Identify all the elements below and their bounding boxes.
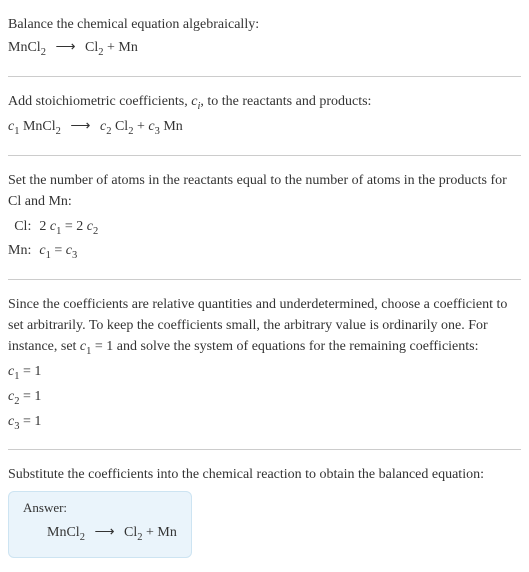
- section-4-text: Since the coefficients are relative quan…: [8, 294, 521, 360]
- assign-1: c1 = 1: [8, 361, 521, 386]
- s1-lhs: MnCl: [8, 40, 41, 55]
- section-2: Add stoichiometric coefficients, ci, to …: [8, 85, 521, 147]
- assign-val: = 1: [19, 364, 41, 379]
- section-3: Set the number of atoms in the reactants…: [8, 164, 521, 271]
- divider: [8, 449, 521, 450]
- lhs-coef: 2: [39, 219, 50, 234]
- atom-row: Mn: c1 = c3: [8, 240, 98, 265]
- section-3-text: Set the number of atoms in the reactants…: [8, 170, 521, 212]
- section-2-text: Add stoichiometric coefficients, ci, to …: [8, 91, 521, 115]
- atom-label: Cl:: [8, 216, 39, 241]
- s2-sp3: Mn: [160, 119, 183, 134]
- arrow-icon: ⟶: [55, 37, 75, 59]
- s2-sp2: Cl: [111, 119, 128, 134]
- arrow-icon: ⟶: [70, 116, 90, 138]
- section-5-text: Substitute the coefficients into the che…: [8, 464, 521, 485]
- ans-lhs: MnCl: [47, 525, 80, 540]
- ans-lhs-sub: 2: [80, 532, 85, 543]
- ans-plus: +: [143, 525, 158, 540]
- rhs-sub: 2: [93, 226, 98, 237]
- s2-plus: +: [133, 119, 148, 134]
- atom-row: Cl: 2 c1 = 2 c2: [8, 216, 98, 241]
- section-1: Balance the chemical equation algebraica…: [8, 8, 521, 68]
- divider: [8, 279, 521, 280]
- s2-text-a: Add stoichiometric coefficients,: [8, 94, 191, 109]
- atom-label: Mn:: [8, 240, 39, 265]
- s1-rhs1: Cl: [85, 40, 98, 55]
- s1-plus: +: [104, 40, 119, 55]
- ans-rhs2: Mn: [157, 525, 176, 540]
- assign-3: c3 = 1: [8, 411, 521, 436]
- answer-label: Answer:: [23, 500, 177, 516]
- divider: [8, 76, 521, 77]
- rhs-coef: 2: [76, 219, 87, 234]
- divider: [8, 155, 521, 156]
- section-2-equation: c1 MnCl2 ⟶ c2 Cl2 + c3 Mn: [8, 116, 521, 141]
- s2-text-b: , to the reactants and products:: [200, 94, 371, 109]
- atom-eq: c1 = c3: [39, 240, 98, 265]
- section-5: Substitute the coefficients into the che…: [8, 458, 521, 564]
- s2-sp1: MnCl: [19, 119, 55, 134]
- rhs-sub: 3: [72, 250, 77, 261]
- atom-equations: Cl: 2 c1 = 2 c2 Mn: c1 = c3: [8, 216, 98, 265]
- section-4: Since the coefficients are relative quan…: [8, 288, 521, 441]
- s1-rhs2: Mn: [118, 40, 137, 55]
- assign-2: c2 = 1: [8, 386, 521, 411]
- answer-box: Answer: MnCl2 ⟶ Cl2 + Mn: [8, 491, 192, 558]
- s1-lhs-sub: 2: [41, 47, 46, 58]
- s2-sp1-sub: 2: [56, 126, 61, 137]
- section-1-equation: MnCl2 ⟶ Cl2 + Mn: [8, 37, 521, 62]
- answer-equation: MnCl2 ⟶ Cl2 + Mn: [23, 522, 177, 547]
- section-1-title: Balance the chemical equation algebraica…: [8, 14, 521, 35]
- eq-sign: =: [51, 243, 66, 258]
- ans-rhs1: Cl: [124, 525, 137, 540]
- assign-val: = 1: [19, 389, 41, 404]
- s4-text-b: = 1 and solve the system of equations fo…: [91, 339, 478, 354]
- arrow-icon: ⟶: [94, 522, 114, 544]
- eq-sign: =: [61, 219, 76, 234]
- atom-eq: 2 c1 = 2 c2: [39, 216, 98, 241]
- assign-val: = 1: [19, 414, 41, 429]
